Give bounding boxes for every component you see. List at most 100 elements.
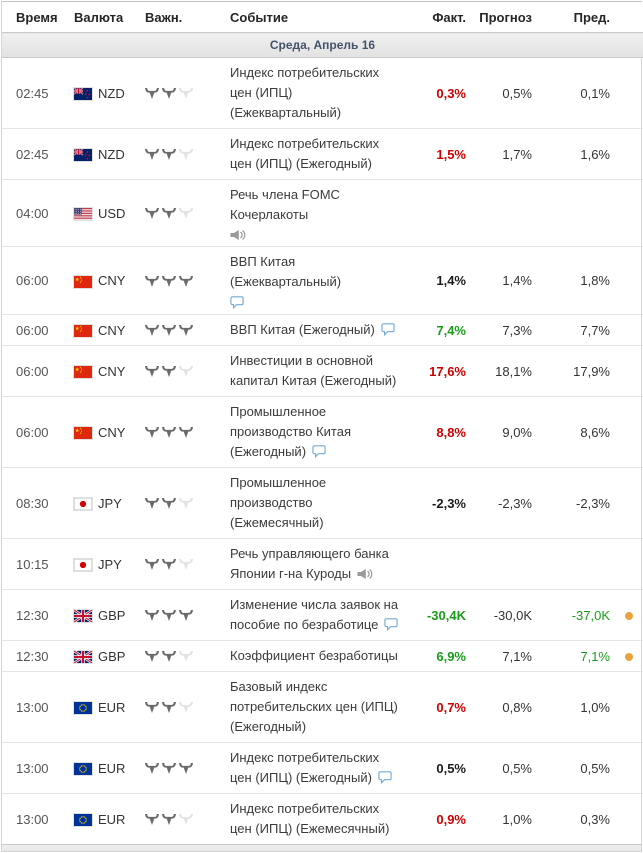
bull-icon xyxy=(179,559,193,571)
bull-icon xyxy=(162,208,176,220)
currency-flag-icon xyxy=(74,763,92,776)
alert-cell xyxy=(614,672,643,743)
event-cell[interactable]: Промышленное производство (Ежемесячный) xyxy=(217,468,417,539)
event-title[interactable]: Базовый индекс потребительских цен (ИПЦ)… xyxy=(230,679,398,734)
event-row[interactable]: 10:15 JPY Речь управляющего банка Японии… xyxy=(2,538,643,590)
bull-icon xyxy=(145,149,159,161)
event-row[interactable]: 12:30 GBP Коэффициент безработицы 6,9% 7… xyxy=(2,640,643,672)
event-title[interactable]: Инвестиции в основной капитал Китая (Еже… xyxy=(230,353,397,388)
event-row[interactable]: 13:00 EUR Базовый индекс потребительских… xyxy=(2,671,643,743)
event-row[interactable]: 12:30 GBP Изменение числа заявок на посо… xyxy=(2,589,643,641)
currency-flag-icon xyxy=(74,559,92,572)
actual-value: -2,3% xyxy=(432,495,466,511)
event-title[interactable]: Промышленное производство (Ежемесячный) xyxy=(230,475,327,530)
importance-rating xyxy=(132,346,217,397)
col-header-importance: Важн. xyxy=(132,2,217,33)
col-header-actual: Факт. xyxy=(417,2,472,33)
bull-icon xyxy=(179,814,193,826)
forecast-value: 7,3% xyxy=(502,322,532,338)
event-row[interactable]: 13:00 EUR Индекс потребительских цен (ИП… xyxy=(2,793,643,845)
event-row[interactable]: 02:45 NZD Индекс потребительских цен (ИП… xyxy=(2,57,643,129)
currency-code: JPY xyxy=(98,495,122,511)
currency-cell: EUR xyxy=(60,672,132,743)
previous-value: 17,9% xyxy=(573,363,610,379)
bull-icon xyxy=(162,763,176,775)
event-title[interactable]: Индекс потребительских цен (ИПЦ) (Ежемес… xyxy=(230,801,390,836)
bull-icon xyxy=(179,702,193,714)
event-row[interactable]: 08:30 JPY Промышленное производство (Еже… xyxy=(2,467,643,539)
event-cell[interactable]: Изменение числа заявок на пособие по без… xyxy=(217,590,417,641)
chat-bubble-icon[interactable] xyxy=(312,445,326,459)
event-cell[interactable]: Индекс потребительских цен (ИПЦ) (Ежегод… xyxy=(217,743,417,794)
event-cell[interactable]: Инвестиции в основной капитал Китая (Еже… xyxy=(217,346,417,397)
event-row[interactable]: 04:00 USD Речь члена FOMC Кочерлакоты xyxy=(2,179,643,247)
speaker-icon xyxy=(357,568,374,580)
previous-value: 1,6% xyxy=(580,146,610,162)
event-row[interactable]: 06:00 CNY Инвестиции в основной капитал … xyxy=(2,345,643,397)
currency-cell: CNY xyxy=(60,346,132,397)
col-header-currency: Валюта xyxy=(60,2,132,33)
event-title[interactable]: ВВП Китая (Ежеквартальный) xyxy=(230,254,342,289)
actual-value: 17,6% xyxy=(429,363,466,379)
bull-icon xyxy=(179,88,193,100)
event-title[interactable]: Коэффициент безработицы xyxy=(230,648,398,663)
bull-icon xyxy=(179,498,193,510)
event-title[interactable]: Индекс потребительских цен (ИПЦ) (Ежегод… xyxy=(230,750,380,785)
currency-flag-icon xyxy=(73,608,93,624)
actual-value: 8,8% xyxy=(436,424,466,440)
currency-cell: GBP xyxy=(60,590,132,641)
event-title[interactable]: Речь члена FOMC Кочерлакоты xyxy=(230,187,340,222)
event-row[interactable]: 13:00 EUR Индекс потребительских цен (ИП… xyxy=(2,742,643,794)
currency-cell: CNY xyxy=(60,315,132,346)
event-title[interactable]: Индекс потребительских цен (ИПЦ) (Ежегод… xyxy=(230,136,380,171)
event-title[interactable]: Изменение числа заявок на пособие по без… xyxy=(230,597,399,632)
col-header-event: Событие xyxy=(217,2,417,33)
alert-cell xyxy=(614,58,643,129)
currency-code: EUR xyxy=(98,811,126,827)
alert-cell xyxy=(614,794,643,845)
chat-bubble-icon[interactable] xyxy=(378,771,392,785)
event-row[interactable]: 06:00 CNY ВВП Китая (Ежеквартальный) 1,4… xyxy=(2,246,643,315)
currency-cell: EUR xyxy=(60,743,132,794)
bull-icon xyxy=(162,366,176,378)
alert-cell xyxy=(614,247,643,315)
bull-icon xyxy=(179,610,193,622)
importance-rating xyxy=(132,590,217,641)
calendar-header: Время Валюта Важн. Событие Факт. Прогноз… xyxy=(2,2,643,33)
event-time: 06:00 xyxy=(16,424,49,440)
event-time: 08:30 xyxy=(16,495,49,511)
event-cell[interactable]: Промышленное производство Китая (Ежегодн… xyxy=(217,397,417,468)
event-title[interactable]: Индекс потребительских цен (ИПЦ) (Ежеква… xyxy=(230,65,380,120)
forecast-value: -30,0K xyxy=(493,607,532,623)
event-cell[interactable]: Речь члена FOMC Кочерлакоты xyxy=(217,180,417,247)
event-title[interactable]: ВВП Китая (Ежегодный) xyxy=(230,322,375,337)
actual-value: 0,9% xyxy=(436,811,466,827)
currency-code: NZD xyxy=(98,85,125,101)
event-cell[interactable]: Индекс потребительских цен (ИПЦ) (Ежемес… xyxy=(217,794,417,845)
bull-icon xyxy=(145,208,159,220)
event-title[interactable]: Промышленное производство Китая (Ежегодн… xyxy=(230,404,351,459)
bull-icon xyxy=(145,559,159,571)
chat-bubble-icon[interactable] xyxy=(230,296,403,310)
chat-bubble-icon[interactable] xyxy=(381,323,395,337)
event-row[interactable]: 02:45 NZD Индекс потребительских цен (ИП… xyxy=(2,128,643,180)
chat-bubble-icon[interactable] xyxy=(384,618,399,632)
event-cell[interactable]: Базовый индекс потребительских цен (ИПЦ)… xyxy=(217,672,417,743)
event-cell[interactable]: Индекс потребительских цен (ИПЦ) (Ежегод… xyxy=(217,129,417,180)
bull-icon xyxy=(162,610,176,622)
event-cell[interactable]: Коэффициент безработицы xyxy=(217,641,417,672)
alert-cell xyxy=(614,180,643,247)
bull-icon xyxy=(145,610,159,622)
event-row[interactable]: 06:00 CNY ВВП Китая (Ежегодный) 7,4% 7,3… xyxy=(2,314,643,346)
event-title[interactable]: Речь управляющего банка Японии г-на Куро… xyxy=(230,546,389,581)
event-cell[interactable]: ВВП Китая (Ежеквартальный) xyxy=(217,247,417,315)
currency-flag-icon xyxy=(74,814,92,827)
event-cell[interactable]: Речь управляющего банка Японии г-на Куро… xyxy=(217,539,417,590)
actual-value: 6,9% xyxy=(436,648,466,664)
bull-icon xyxy=(162,651,176,663)
event-time: 06:00 xyxy=(16,363,49,379)
event-cell[interactable]: ВВП Китая (Ежегодный) xyxy=(217,315,417,346)
event-cell[interactable]: Индекс потребительских цен (ИПЦ) (Ежеква… xyxy=(217,58,417,129)
event-row[interactable]: 06:00 CNY Промышленное производство Кита… xyxy=(2,396,643,468)
